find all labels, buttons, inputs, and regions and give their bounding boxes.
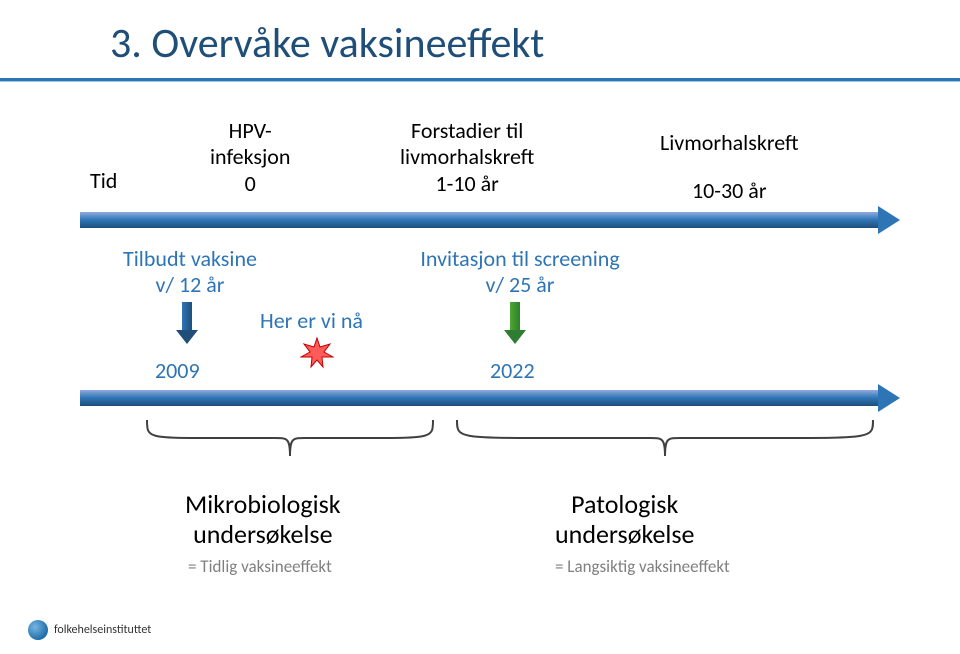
stage-mid-l1: Forstadier til <box>400 118 534 144</box>
spacer <box>660 156 799 178</box>
brace-right <box>455 418 875 458</box>
micro-t2: undersøkelse <box>185 520 341 550</box>
stage-right-l1: Livmorhalskreft <box>660 130 799 156</box>
logo: folkehelseinstituttet <box>28 620 151 640</box>
micro-t1: Mikrobiologisk <box>185 490 341 520</box>
timeline-arrow-1 <box>80 212 880 228</box>
logo-icon <box>28 620 48 640</box>
year-2009: 2009 <box>155 358 200 384</box>
stage-mid: Forstadier til livmorhalskreft 1-10 år <box>400 118 534 197</box>
stage-hpv-l2: infeksjon <box>210 144 290 170</box>
inv-l2: v/ 25 år <box>395 272 645 298</box>
stage-mid-l2: livmorhalskreft <box>400 144 534 170</box>
offered-l2: v/ 12 år <box>100 272 280 298</box>
path-title: Patologisk undersøkelse <box>555 490 694 550</box>
green-down-arrow <box>508 302 522 344</box>
timeline-arrow-2 <box>80 390 880 406</box>
path-t2: undersøkelse <box>555 520 694 550</box>
stage-right-l2: 10-30 år <box>660 178 799 204</box>
year-2022: 2022 <box>490 358 535 384</box>
here-now-label: Her er vi nå <box>260 308 363 334</box>
stage-right: Livmorhalskreft 10-30 år <box>660 130 799 205</box>
stage-hpv: HPV- infeksjon 0 <box>210 118 290 197</box>
invitation-label: Invitasjon til screening v/ 25 år <box>395 246 645 299</box>
inv-l1: Invitasjon til screening <box>395 246 645 272</box>
title-underline <box>0 78 960 82</box>
path-t1: Patologisk <box>555 490 694 520</box>
stage-tid: Tid <box>90 168 117 194</box>
stage-mid-l3: 1-10 år <box>400 171 534 197</box>
blue-down-arrow <box>180 302 194 344</box>
brace-left <box>145 418 435 458</box>
stage-hpv-l1: HPV- <box>210 118 290 144</box>
slide-title: 3. Overvåke vaksineeffekt <box>110 18 544 69</box>
offered-vaccine-label: Tilbudt vaksine v/ 12 år <box>100 246 280 299</box>
offered-l1: Tilbudt vaksine <box>100 246 280 272</box>
stage-hpv-l3: 0 <box>210 171 290 197</box>
micro-title: Mikrobiologisk undersøkelse <box>185 490 341 550</box>
path-sub: = Langsiktig vaksineeffekt <box>555 556 730 577</box>
micro-sub: = Tidlig vaksineeffekt <box>188 556 332 577</box>
logo-text: folkehelseinstituttet <box>54 623 151 637</box>
star-icon <box>300 336 334 370</box>
